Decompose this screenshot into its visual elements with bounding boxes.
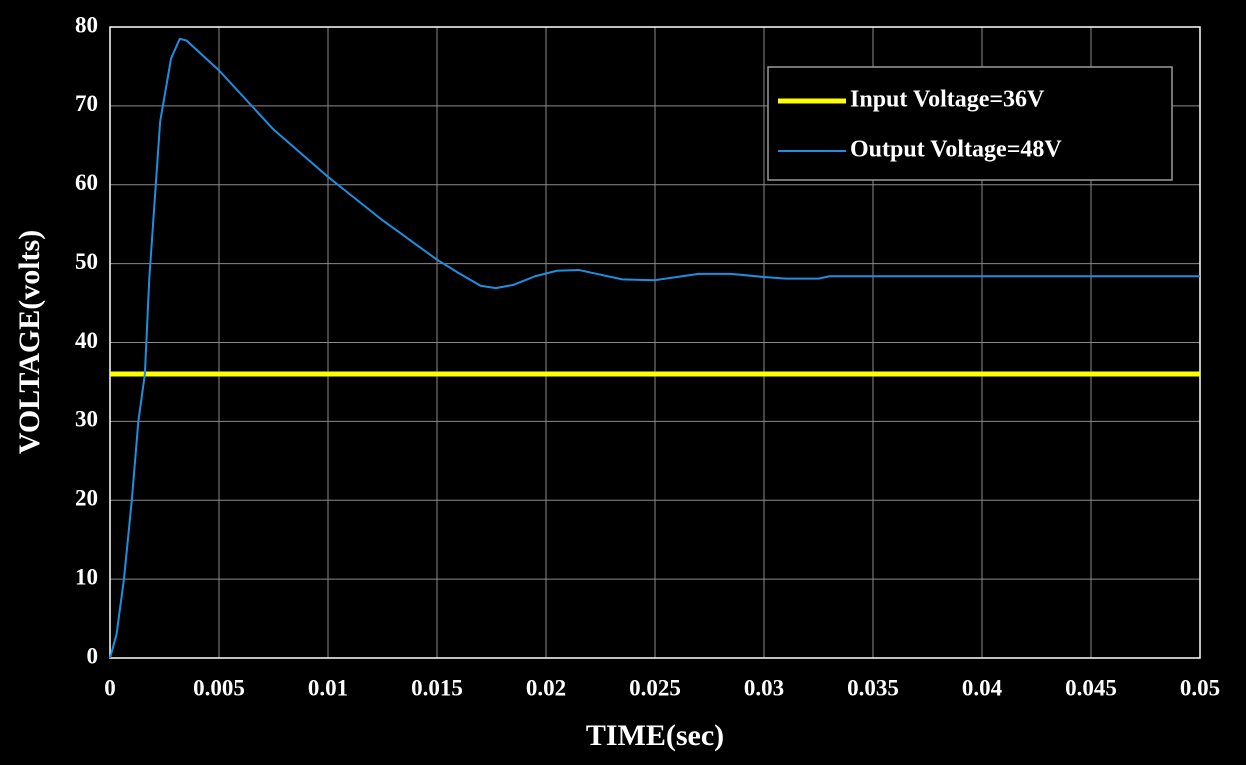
x-tick-label: 0.03 (744, 675, 784, 700)
x-tick-label: 0.04 (962, 675, 1003, 700)
y-tick-label: 80 (75, 12, 98, 37)
x-axis-label: TIME(sec) (586, 719, 724, 752)
y-tick-label: 20 (75, 486, 98, 511)
y-tick-label: 50 (75, 249, 98, 274)
y-tick-label: 30 (75, 407, 98, 432)
plot-frame (109, 26, 1201, 659)
y-tick-label: 40 (75, 328, 98, 353)
y-tick-label: 60 (75, 170, 98, 195)
y-axis-label: VOLTAGE(volts) (13, 230, 46, 454)
x-tick-label: 0.005 (193, 675, 245, 700)
legend-label: Output Voltage=48V (850, 137, 1062, 163)
y-tick-label: 0 (87, 643, 99, 668)
x-tick-label: 0.025 (629, 675, 681, 700)
x-tick-label: 0.05 (1180, 675, 1220, 700)
x-tick-label: 0 (104, 675, 116, 700)
y-tick-label: 10 (75, 564, 98, 589)
legend-label: Input Voltage=36V (850, 87, 1045, 113)
x-tick-label: 0.01 (308, 675, 348, 700)
legend: Input Voltage=36V Output Voltage=48V (767, 66, 1173, 181)
legend-box (767, 66, 1173, 181)
x-tick-label: 0.02 (526, 675, 566, 700)
x-tick-label: 0.045 (1065, 675, 1117, 700)
x-tick-label: 0.035 (847, 675, 899, 700)
y-tick-label: 70 (75, 91, 98, 116)
x-tick-label: 0.015 (411, 675, 463, 700)
data-line (109, 37, 1200, 659)
